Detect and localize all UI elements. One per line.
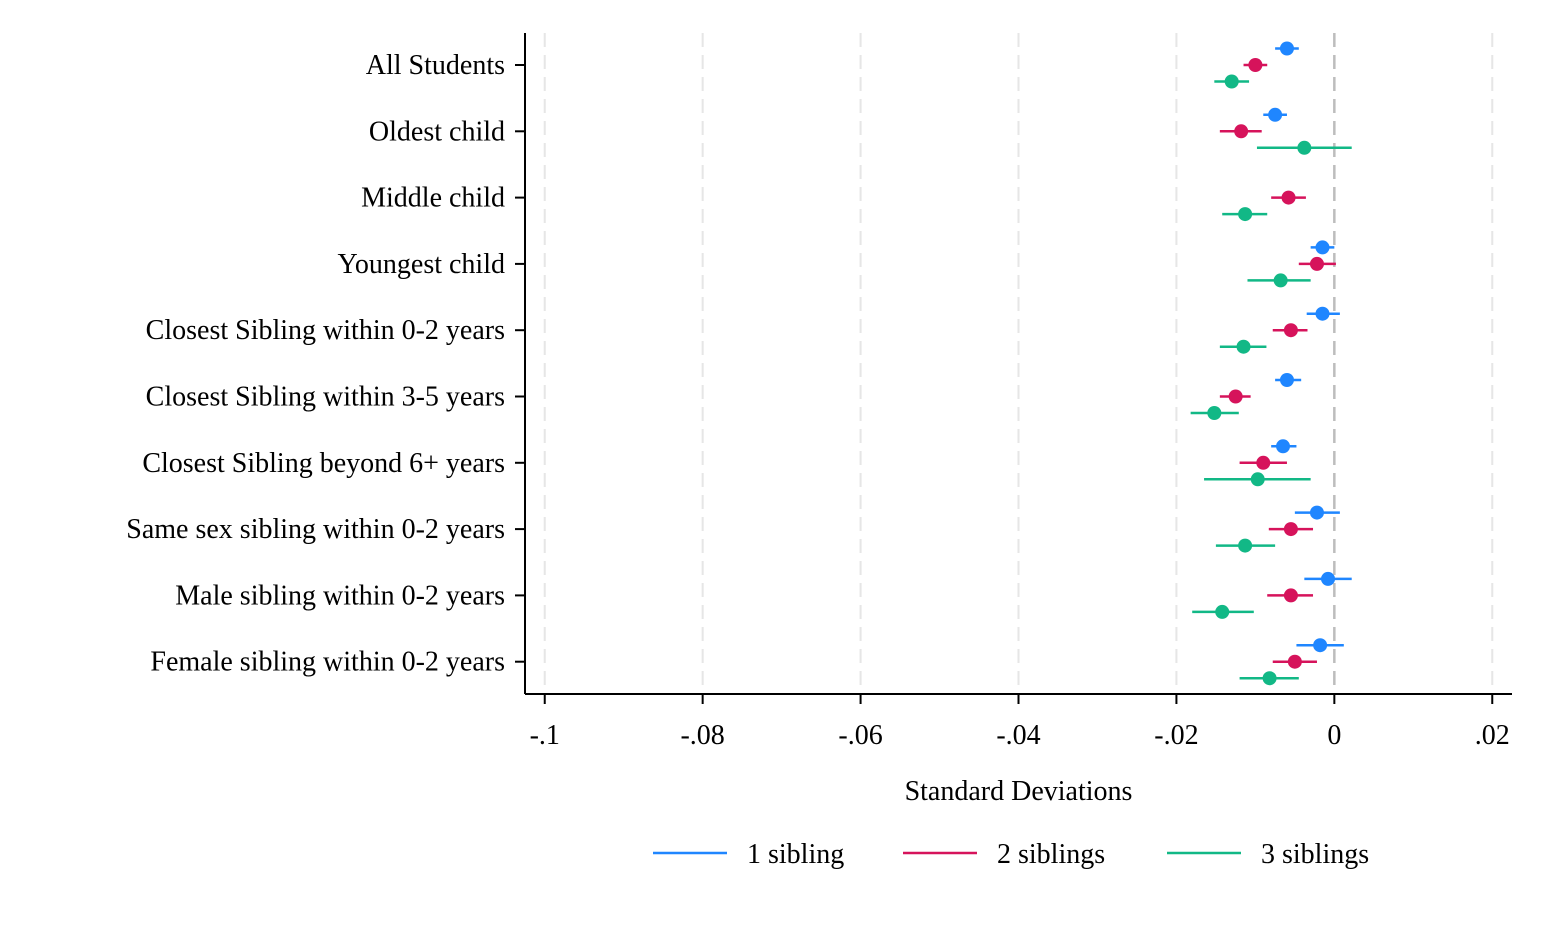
point-estimate — [1234, 124, 1249, 139]
x-tick-label: .02 — [1475, 720, 1510, 751]
y-tick-label: Middle child — [361, 183, 505, 214]
point-estimate — [1236, 339, 1251, 354]
x-axis-title: Standard Deviations — [905, 776, 1133, 807]
y-tick-label: Same sex sibling within 0-2 years — [126, 514, 505, 545]
legend-label: 3 siblings — [1261, 839, 1369, 870]
point-estimate — [1276, 439, 1291, 454]
x-axis-ticks: -.1 -.08 -.06 -.04 -.02 0 .02 — [530, 694, 1510, 751]
series-2-siblings — [1219, 58, 1336, 669]
point-estimate — [1287, 654, 1302, 669]
point-estimate — [1321, 571, 1336, 586]
point-estimate — [1262, 671, 1277, 686]
y-tick-label: Oldest child — [369, 116, 505, 147]
point-estimate — [1309, 256, 1324, 271]
legend: 1 sibling 2 siblings 3 siblings — [653, 839, 1369, 870]
point-estimate — [1256, 455, 1271, 470]
y-tick-label: All Students — [366, 50, 505, 81]
point-estimate — [1238, 538, 1253, 553]
point-estimate — [1228, 389, 1243, 404]
y-tick-label: Closest Sibling within 0-2 years — [146, 315, 505, 346]
point-estimate — [1283, 522, 1298, 537]
y-tick-label: Male sibling within 0-2 years — [175, 580, 505, 611]
point-estimate — [1297, 140, 1312, 155]
y-tick-label: Closest Sibling beyond 6+ years — [142, 448, 505, 479]
point-estimate — [1283, 588, 1298, 603]
grid-lines — [543, 33, 1494, 694]
point-estimate — [1279, 373, 1294, 387]
point-estimate — [1273, 273, 1288, 288]
legend-label: 2 siblings — [997, 839, 1105, 870]
x-tick-label: -.02 — [1154, 720, 1198, 751]
point-estimate — [1283, 323, 1298, 338]
series-3-siblings — [1190, 74, 1352, 686]
y-tick-label: Female sibling within 0-2 years — [150, 647, 505, 678]
point-estimate — [1309, 505, 1324, 520]
series-1-sibling — [1263, 41, 1352, 653]
point-estimate — [1313, 638, 1328, 653]
y-tick-label: Youngest child — [337, 249, 505, 280]
x-tick-label: 0 — [1327, 720, 1341, 751]
point-estimate — [1268, 107, 1283, 122]
point-estimate — [1238, 207, 1253, 222]
point-estimate — [1279, 41, 1294, 56]
y-tick-label: Closest Sibling within 3-5 years — [146, 382, 505, 413]
point-estimate — [1224, 74, 1239, 89]
point-estimate — [1315, 240, 1330, 255]
y-axis-ticks: All Students Oldest child Middle child Youn… — [126, 50, 525, 678]
point-estimate — [1207, 406, 1222, 420]
point-estimate — [1250, 472, 1265, 487]
x-tick-label: -.1 — [530, 720, 560, 751]
point-estimate — [1248, 58, 1263, 72]
point-estimate — [1315, 306, 1330, 321]
point-estimate — [1215, 604, 1230, 619]
x-tick-label: -.08 — [680, 720, 724, 751]
x-tick-label: -.04 — [996, 720, 1040, 751]
x-tick-label: -.06 — [838, 720, 882, 751]
point-estimate — [1281, 190, 1296, 205]
series-marks — [1190, 41, 1352, 686]
legend-label: 1 sibling — [747, 839, 844, 870]
